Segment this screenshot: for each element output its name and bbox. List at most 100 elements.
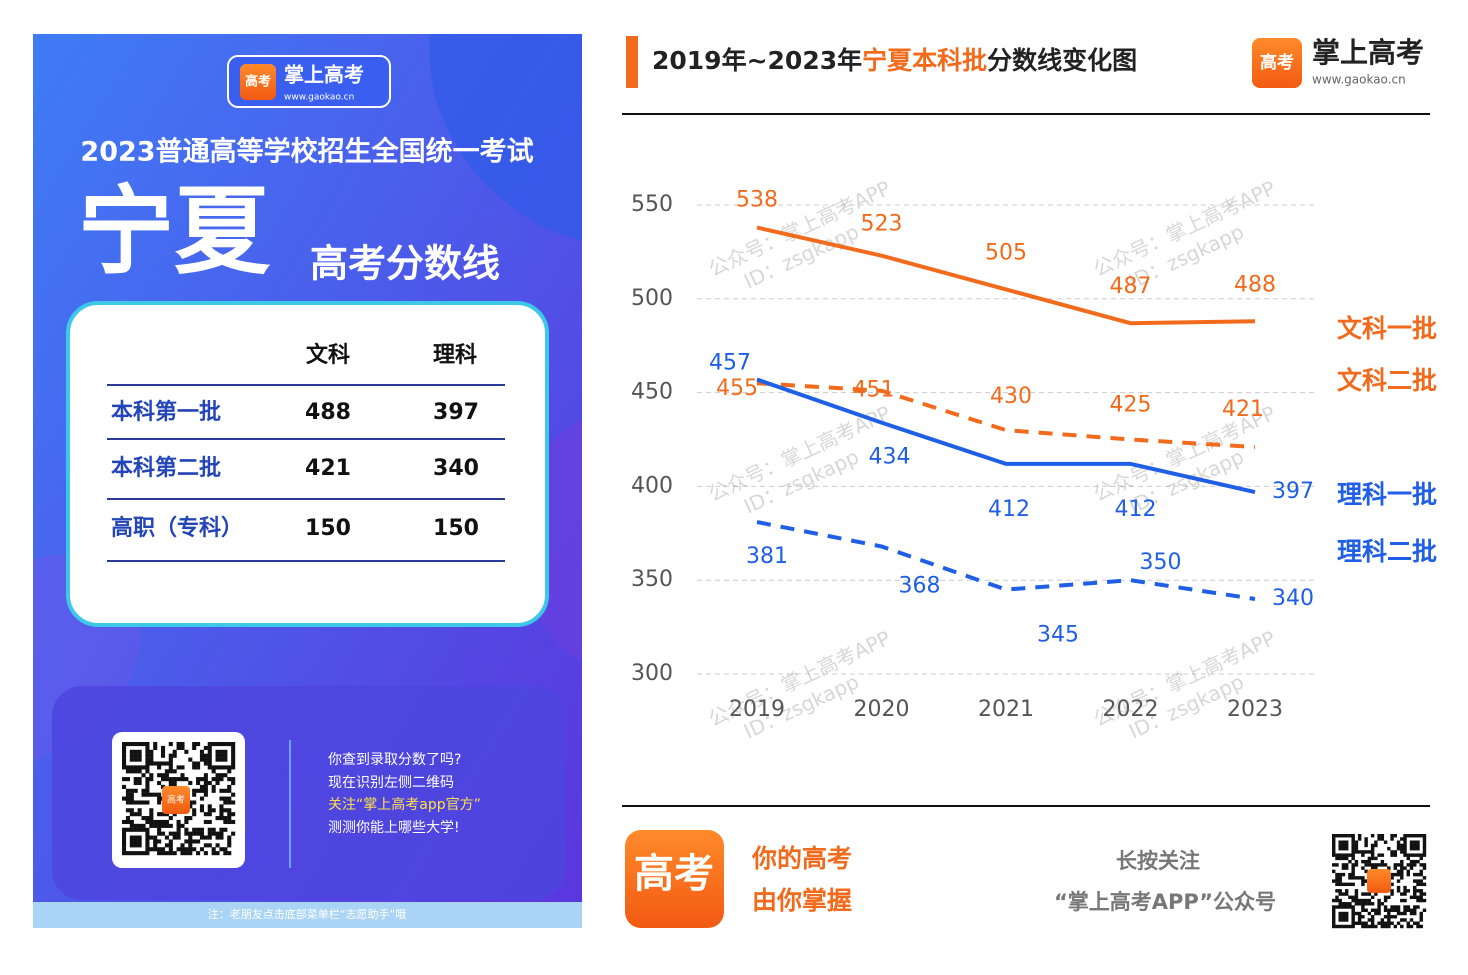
qr-cell bbox=[125, 765, 130, 770]
qr-cell bbox=[1348, 924, 1352, 929]
row-label: 本科第一批 bbox=[111, 399, 221, 425]
qr-cell bbox=[1361, 921, 1365, 925]
qr-cell bbox=[188, 851, 193, 856]
qr-cell bbox=[1383, 898, 1388, 903]
cell: 488 bbox=[305, 400, 351, 425]
title-bar bbox=[626, 36, 638, 88]
qr-cell bbox=[1344, 911, 1349, 916]
qr-cell bbox=[1338, 898, 1342, 903]
qr-cell bbox=[157, 773, 162, 778]
qr-cell bbox=[1400, 924, 1404, 929]
qr-cell bbox=[168, 769, 173, 774]
qr-cell bbox=[1413, 872, 1417, 877]
qr-cell bbox=[188, 800, 193, 805]
qr-cell bbox=[1357, 911, 1362, 916]
qr-cell bbox=[184, 831, 189, 836]
qr-cell bbox=[231, 753, 236, 758]
qr-cell bbox=[1370, 924, 1375, 929]
qr-cell bbox=[1338, 911, 1342, 916]
qr-cell bbox=[1364, 921, 1368, 925]
qr-cell bbox=[1335, 876, 1339, 880]
qr-cell bbox=[137, 843, 142, 848]
qr-cell bbox=[1338, 876, 1342, 880]
qr-cell bbox=[172, 769, 177, 774]
qr-cell bbox=[1383, 908, 1388, 912]
qr-cell bbox=[227, 784, 232, 789]
qr-cell bbox=[1335, 834, 1339, 838]
qr-cell bbox=[180, 765, 185, 770]
qr-cell bbox=[1344, 915, 1349, 919]
qr-cell bbox=[1422, 863, 1427, 867]
qr-cell bbox=[160, 819, 166, 825]
qr-cell bbox=[1354, 898, 1359, 903]
qr-cell bbox=[137, 808, 142, 813]
qr-cell bbox=[192, 745, 197, 750]
qr-cell bbox=[1351, 911, 1355, 916]
qr-cell bbox=[231, 745, 236, 750]
qr-cell bbox=[227, 851, 232, 856]
qr-cell bbox=[137, 827, 142, 832]
qr-cell bbox=[164, 843, 169, 848]
qr-cell bbox=[1361, 866, 1365, 870]
qr-cell bbox=[211, 769, 216, 774]
qr-cell bbox=[1409, 853, 1414, 857]
qr-cell bbox=[1393, 872, 1398, 877]
qr-cell bbox=[1416, 895, 1420, 900]
qr-cell bbox=[129, 742, 134, 747]
qr-cell bbox=[1335, 924, 1339, 929]
qr-cell bbox=[1409, 846, 1414, 851]
qr-cell bbox=[129, 827, 134, 832]
qr-cell bbox=[153, 843, 158, 848]
qr-cell bbox=[188, 831, 193, 836]
qr-cell bbox=[149, 773, 154, 778]
qr-cell bbox=[1344, 902, 1349, 906]
qr-cell bbox=[231, 819, 236, 825]
qr-cell bbox=[157, 796, 162, 801]
qr-cell bbox=[137, 851, 142, 856]
qr-cell bbox=[215, 765, 220, 770]
qr-cell bbox=[192, 839, 197, 844]
qr-cell bbox=[149, 753, 154, 758]
qr-cell bbox=[1341, 846, 1346, 851]
qr-cell bbox=[125, 816, 130, 821]
qr-cell bbox=[1351, 876, 1355, 880]
qr-cell bbox=[1413, 885, 1417, 890]
qr-cell bbox=[122, 777, 127, 782]
qr-cell bbox=[122, 843, 127, 848]
qr-cell bbox=[1351, 898, 1355, 903]
qr-cell bbox=[1380, 902, 1385, 906]
qr-cell bbox=[227, 835, 232, 840]
logo-name: 掌上高考 bbox=[284, 63, 364, 87]
title-part: 分数线变化图 bbox=[987, 46, 1137, 75]
qr-cell bbox=[231, 780, 236, 786]
series-line bbox=[756, 377, 1256, 494]
qr-cell bbox=[1406, 869, 1410, 874]
qr-cell bbox=[176, 765, 181, 770]
qr-cell bbox=[1348, 859, 1352, 864]
qr-cell bbox=[1377, 902, 1381, 906]
qr-cell bbox=[122, 831, 127, 836]
logo-name: 掌上高考 bbox=[1312, 36, 1424, 69]
qr-cell bbox=[199, 835, 205, 840]
qr-cell bbox=[160, 823, 166, 828]
qr-cell bbox=[157, 792, 162, 797]
qr-cell bbox=[223, 788, 228, 793]
qr-cell bbox=[1374, 843, 1378, 848]
data-label: 488 bbox=[1234, 272, 1276, 297]
qr-cell bbox=[211, 827, 216, 832]
qr-cell bbox=[160, 745, 166, 750]
data-label: 345 bbox=[1037, 623, 1079, 648]
qr-cell bbox=[1341, 843, 1346, 848]
qr-cell bbox=[1361, 924, 1365, 929]
qr-cell bbox=[160, 847, 166, 852]
qr-cell bbox=[1403, 918, 1407, 922]
qr-cell bbox=[223, 742, 228, 747]
qr-cell bbox=[1341, 915, 1346, 919]
qr-cell bbox=[149, 792, 154, 797]
qr-cell bbox=[164, 769, 169, 774]
qr-cell bbox=[133, 765, 138, 770]
qr-cell bbox=[211, 851, 216, 856]
qr-cell bbox=[188, 847, 193, 852]
qr-cell bbox=[1380, 921, 1385, 925]
